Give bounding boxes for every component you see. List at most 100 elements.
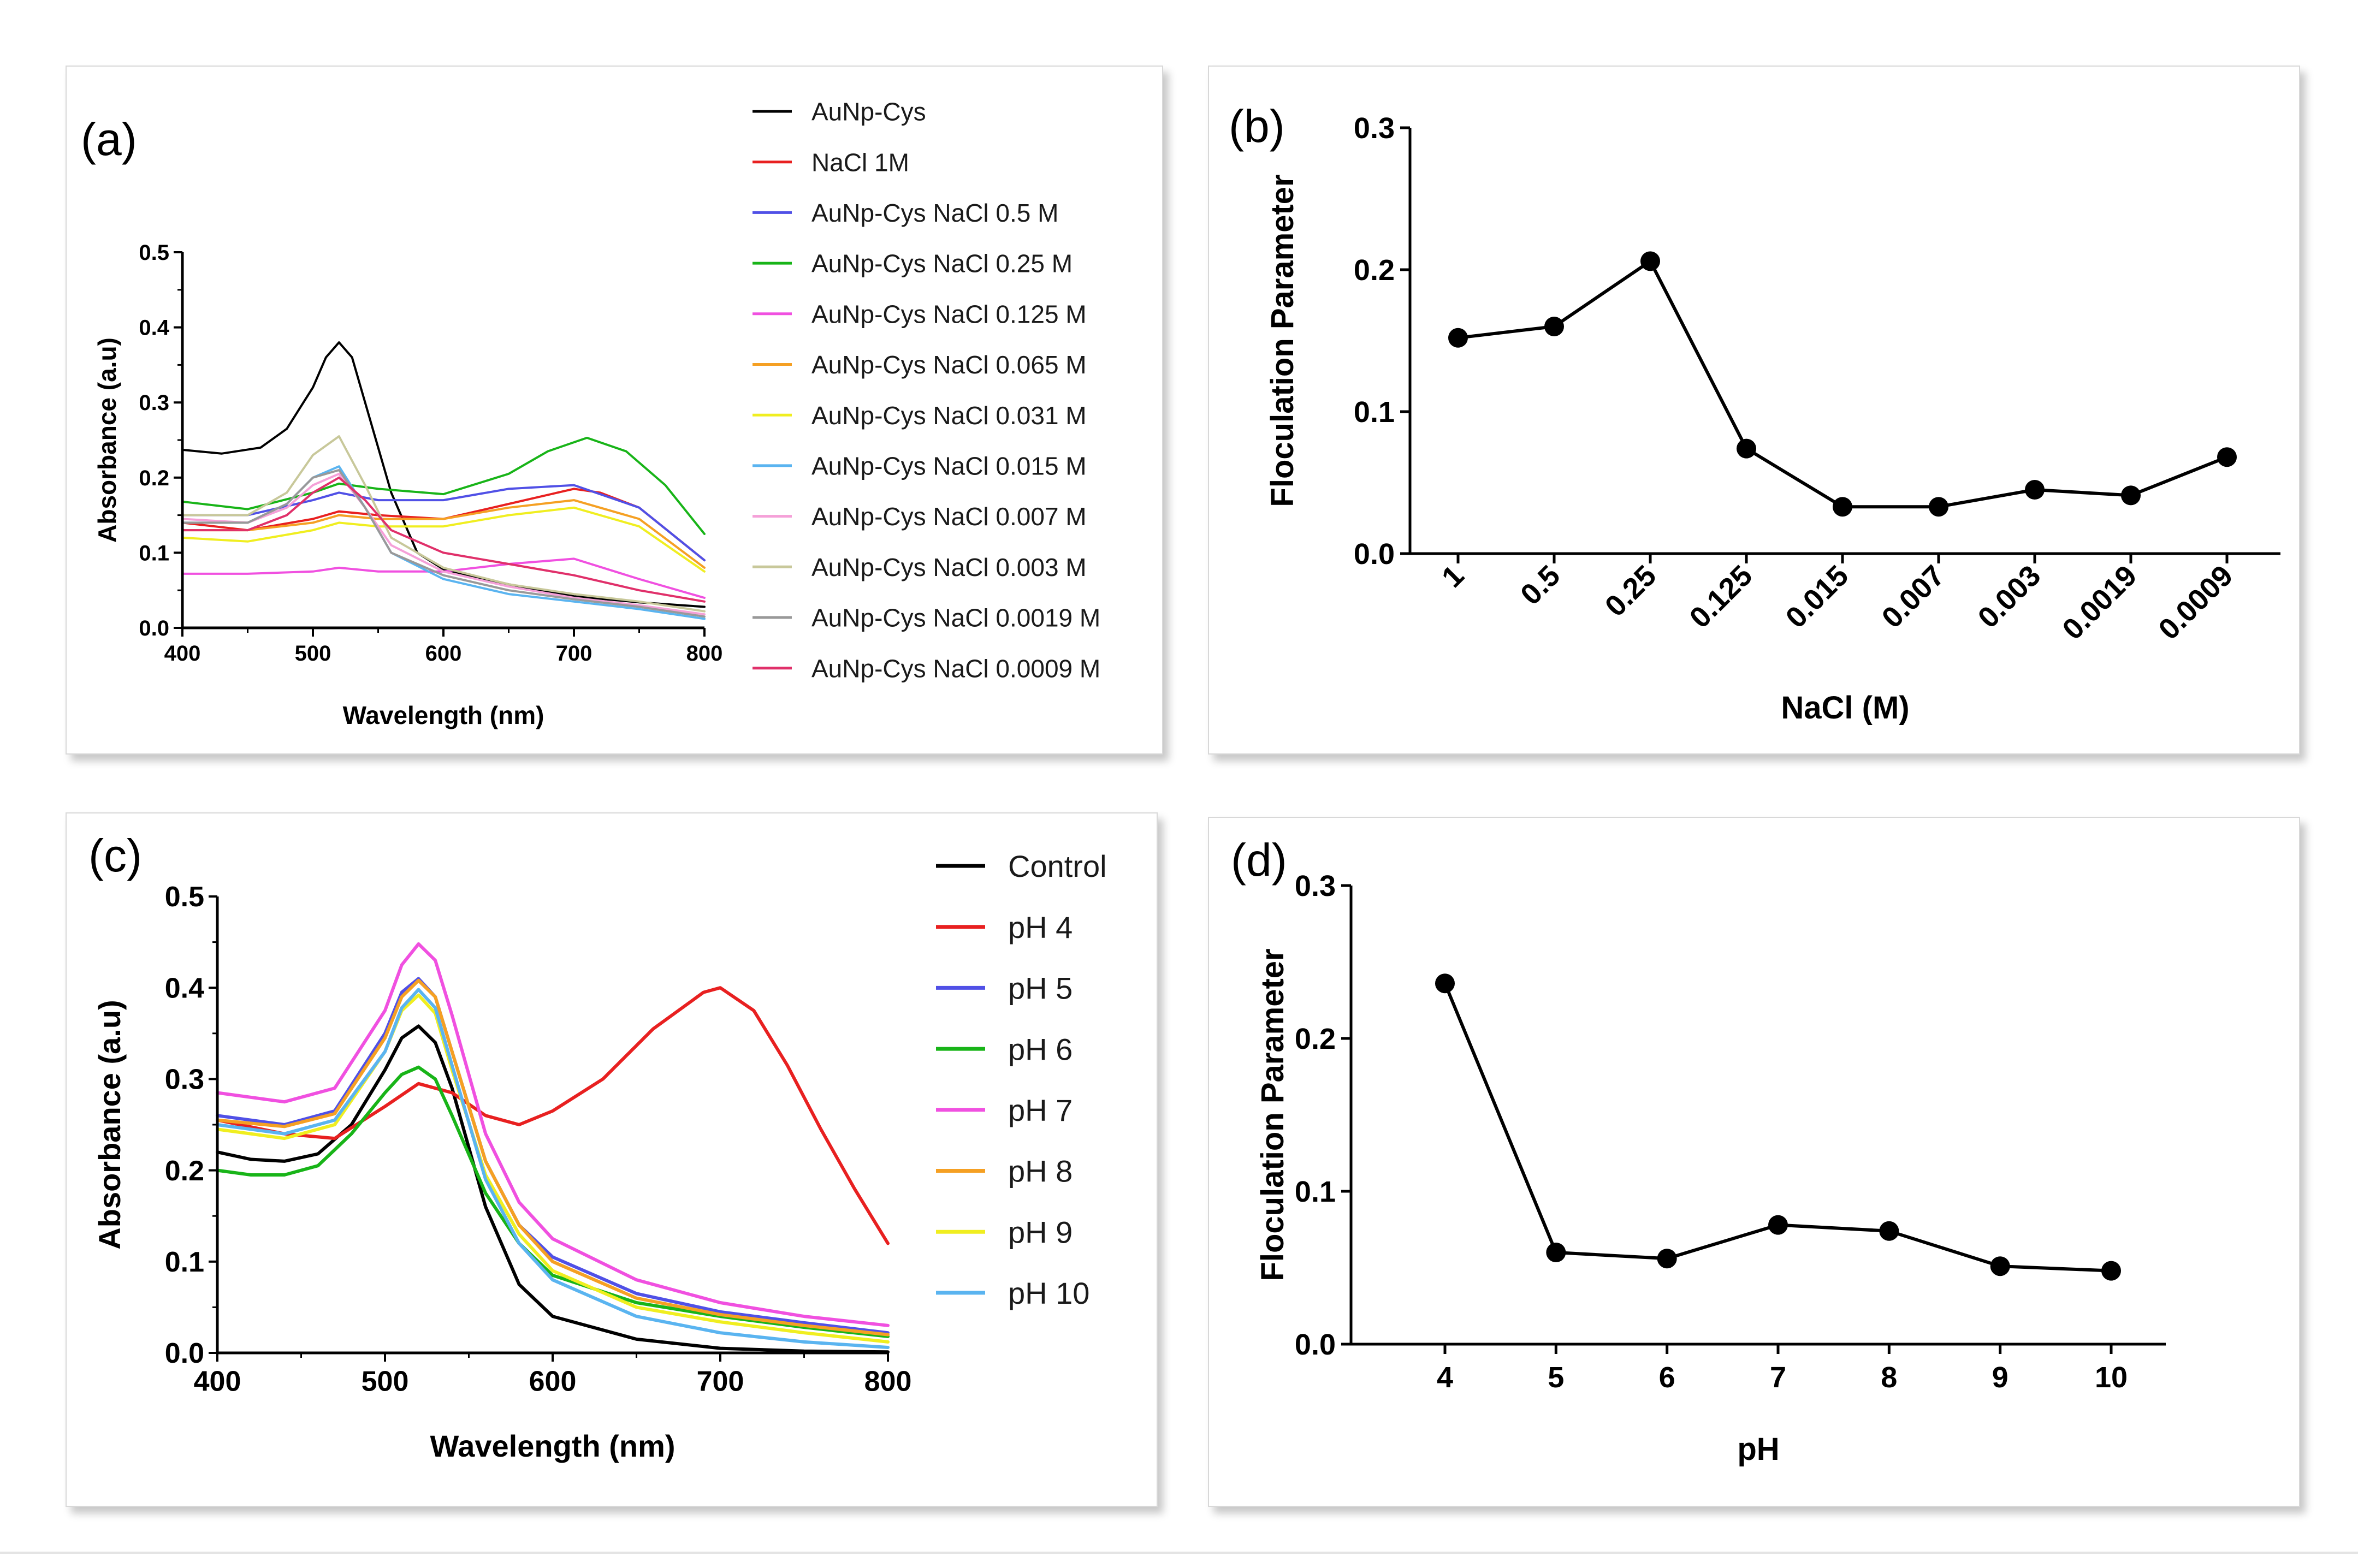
data-point xyxy=(2121,485,2141,506)
x-tick-label: 1 xyxy=(1436,559,1471,594)
x-tick-label: 6 xyxy=(1659,1361,1675,1394)
y-tick-label: 0.3 xyxy=(1295,870,1336,902)
panel-label: (b) xyxy=(1229,100,1285,152)
legend-label: AuNp-Cys NaCl 0.0009 M xyxy=(811,654,1100,682)
legend-label: NaCl 1M xyxy=(811,148,909,176)
series-line-9 xyxy=(181,472,706,616)
x-tick-label: 0.125 xyxy=(1684,559,1759,634)
series-line-7 xyxy=(181,506,706,573)
y-tick-label: 0.0 xyxy=(1295,1328,1336,1361)
legend-label: AuNp-Cys NaCl 0.007 M xyxy=(811,502,1087,531)
series-line-5 xyxy=(216,942,890,1327)
legend-label: pH 6 xyxy=(1008,1032,1073,1066)
y-tick-label: 0.2 xyxy=(1295,1023,1336,1055)
x-tick-label: 700 xyxy=(697,1366,744,1398)
legend-label: AuNp-Cys NaCl 0.065 M xyxy=(811,351,1087,379)
x-tick-label: 500 xyxy=(295,642,331,666)
series-line xyxy=(1458,259,2228,509)
y-tick-label: 0.5 xyxy=(165,881,204,913)
chart-d-svg: (d) 0.0 0.1 0.2 0.3 4 5 6 7 8 9 10 pH Floculation Par… xyxy=(1231,834,2166,1467)
legend-label: pH 10 xyxy=(1008,1276,1089,1310)
chart-c-svg: (c) 0.0 0.1 0.2 0.3 0.4 0.5 400 500 600 700 800 Wave… xyxy=(88,830,1107,1463)
x-tick-label: 700 xyxy=(556,642,593,666)
y-tick-label: 0.0 xyxy=(165,1338,204,1369)
y-axis-title: Floculation Parameter xyxy=(1255,948,1290,1281)
series-line-12 xyxy=(181,476,706,603)
legend-label: AuNp-Cys NaCl 0.5 M xyxy=(811,199,1058,227)
y-tick-label: 0.5 xyxy=(139,241,169,265)
data-point xyxy=(1737,438,1756,459)
data-point xyxy=(1640,251,1660,271)
x-axis-title: Wavelength (nm) xyxy=(430,1429,675,1463)
bottom-divider xyxy=(0,1552,2358,1554)
x-tick-label: 500 xyxy=(362,1366,409,1398)
series-line-8 xyxy=(181,465,706,620)
x-tick-label: 0.0009 xyxy=(2152,559,2239,646)
y-tick-label: 0.0 xyxy=(139,616,169,640)
panel-label: (d) xyxy=(1231,834,1287,886)
y-tick-label: 0.2 xyxy=(139,466,169,490)
legend-label: AuNp-Cys NaCl 0.0019 M xyxy=(811,604,1100,632)
panel-label: (c) xyxy=(88,830,142,881)
y-tick-label: 0.3 xyxy=(139,391,169,415)
y-tick-label: 0.1 xyxy=(139,541,169,565)
data-point xyxy=(2025,480,2045,500)
panel-a-nacl-spectra: (a) 0.0 0.1 0.2 0.3 0.4 0.5 400 500 600 700 800 Wave… xyxy=(66,66,1163,755)
x-tick-label: 0.0019 xyxy=(2056,559,2143,646)
data-point xyxy=(1879,1221,1899,1241)
data-point xyxy=(1546,1243,1566,1262)
data-point xyxy=(1929,497,1948,517)
series-line-10 xyxy=(181,435,706,613)
legend-label: pH 8 xyxy=(1008,1154,1073,1189)
x-tick-label: 0.015 xyxy=(1780,559,1855,634)
y-tick-label: 0.4 xyxy=(165,972,204,1004)
panel-label: (a) xyxy=(81,114,137,165)
legend-label: pH 7 xyxy=(1008,1093,1073,1127)
x-tick-label: 400 xyxy=(194,1366,241,1398)
x-tick-label: 0.007 xyxy=(1876,559,1951,634)
legend-label: AuNp-Cys NaCl 0.031 M xyxy=(811,401,1087,430)
chart-a-svg: (a) 0.0 0.1 0.2 0.3 0.4 0.5 400 500 600 700 800 Wave… xyxy=(81,98,1100,729)
series-line-1 xyxy=(181,341,706,608)
data-point xyxy=(1768,1215,1788,1235)
y-axis-title: Floculation Parameter xyxy=(1265,174,1300,507)
panel-c-ph-spectra: (c) 0.0 0.1 0.2 0.3 0.4 0.5 400 500 600 700 800 Wave… xyxy=(66,812,1158,1507)
legend-label: pH 5 xyxy=(1008,971,1073,1006)
y-tick-label: 0.3 xyxy=(1354,112,1395,145)
legend-label: AuNp-Cys NaCl 0.003 M xyxy=(811,553,1087,581)
data-point xyxy=(2217,447,2237,467)
data-point xyxy=(1435,973,1455,994)
y-tick-label: 0.1 xyxy=(1354,396,1395,429)
data-point xyxy=(1448,328,1468,348)
y-tick-label: 0.0 xyxy=(1354,538,1395,571)
legend-label: pH 4 xyxy=(1008,910,1073,945)
data-point xyxy=(1833,497,1852,517)
x-tick-label: 600 xyxy=(529,1366,577,1398)
y-axis-title: Absorbance (a.u) xyxy=(92,1000,127,1249)
x-axis-title: Wavelength (nm) xyxy=(343,701,544,729)
x-tick-label: 10 xyxy=(2095,1361,2128,1394)
series-line-4 xyxy=(216,1065,890,1338)
legend-label: pH 9 xyxy=(1008,1215,1073,1249)
panel-d-ph-floculation: (d) 0.0 0.1 0.2 0.3 4 5 6 7 8 9 10 pH Floculation Par… xyxy=(1208,817,2300,1507)
x-tick-label: 8 xyxy=(1881,1361,1897,1394)
data-point xyxy=(2101,1261,2121,1281)
y-tick-label: 0.1 xyxy=(1295,1175,1336,1208)
y-tick-label: 0.4 xyxy=(139,316,169,340)
data-point xyxy=(1657,1249,1677,1269)
x-tick-label: 7 xyxy=(1770,1361,1786,1394)
x-tick-label: 800 xyxy=(686,642,723,666)
legend-label: AuNp-Cys NaCl 0.25 M xyxy=(811,250,1073,278)
x-tick-label: 0.003 xyxy=(1972,559,2047,634)
x-tick-label: 4 xyxy=(1437,1361,1453,1394)
series-line-7 xyxy=(216,993,890,1344)
x-tick-label: 9 xyxy=(1992,1361,2009,1394)
legend-label: AuNp-Cys xyxy=(811,98,926,126)
legend-label: AuNp-Cys NaCl 0.125 M xyxy=(811,300,1087,328)
x-tick-label: 400 xyxy=(164,642,201,666)
x-tick-label: 0.5 xyxy=(1514,559,1567,611)
legend-label: AuNp-Cys NaCl 0.015 M xyxy=(811,452,1087,480)
x-axis-title: NaCl (M) xyxy=(1781,690,1909,726)
series-line-2 xyxy=(216,986,890,1245)
y-tick-label: 0.1 xyxy=(165,1246,204,1278)
